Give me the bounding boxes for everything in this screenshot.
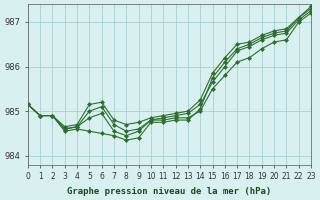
X-axis label: Graphe pression niveau de la mer (hPa): Graphe pression niveau de la mer (hPa)	[67, 187, 272, 196]
